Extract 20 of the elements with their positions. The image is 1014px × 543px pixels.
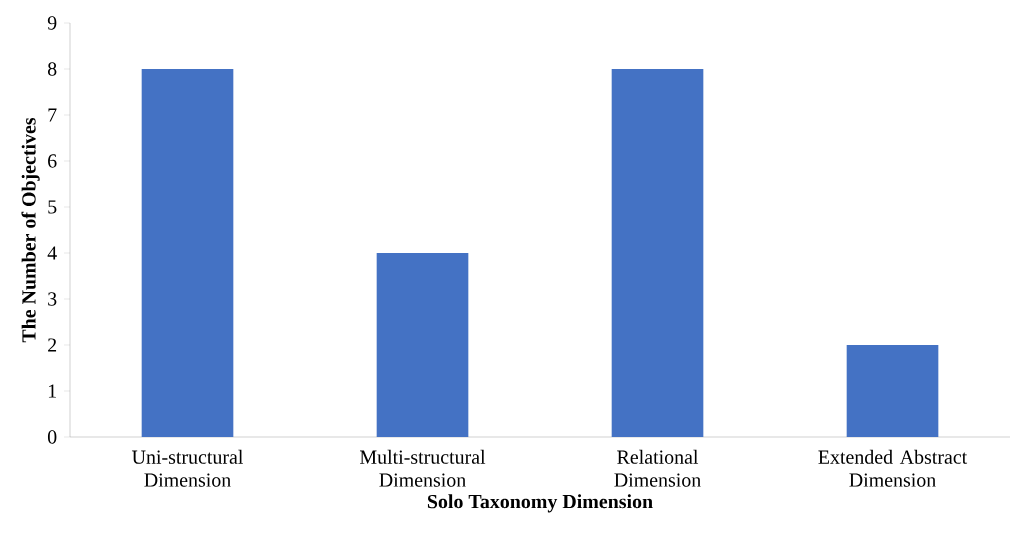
bar xyxy=(611,69,704,437)
y-tick-label: 6 xyxy=(48,154,57,168)
y-tick-label: 8 xyxy=(47,62,57,76)
y-tick-label: 1 xyxy=(48,384,56,398)
x-tick-label: Relational Dimension xyxy=(614,449,701,487)
x-tick-label: Uni-structural Dimension xyxy=(132,449,243,487)
y-tick-label: 3 xyxy=(48,292,57,306)
y-tick-label: 5 xyxy=(48,200,57,214)
y-tick-label: 7 xyxy=(48,108,57,122)
bar xyxy=(846,345,939,437)
x-tick-label: Multi-structural Dimension xyxy=(360,449,486,487)
x-axis-title: Solo Taxonomy Dimension xyxy=(427,494,653,513)
y-axis-title: The Number of Objectives xyxy=(21,117,40,343)
bar xyxy=(141,69,234,437)
y-tick-label: 9 xyxy=(47,16,57,30)
y-tick-label: 4 xyxy=(47,246,57,260)
x-tick-label: Extended Abstract Dimension xyxy=(818,449,968,487)
bar xyxy=(376,253,469,437)
y-tick-label: 2 xyxy=(48,338,57,352)
y-tick-label: 0 xyxy=(47,430,57,444)
